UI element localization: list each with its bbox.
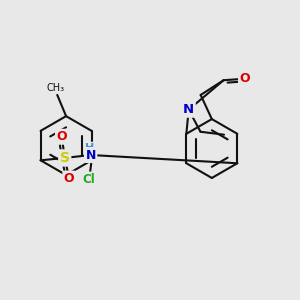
Text: N: N [85,148,96,161]
Text: N: N [183,103,194,116]
Text: O: O [239,72,250,85]
Text: CH₃: CH₃ [47,83,65,93]
Text: S: S [60,151,70,165]
Text: O: O [56,130,67,143]
Text: H: H [85,142,94,153]
Text: Cl: Cl [83,173,96,186]
Text: O: O [64,172,74,185]
